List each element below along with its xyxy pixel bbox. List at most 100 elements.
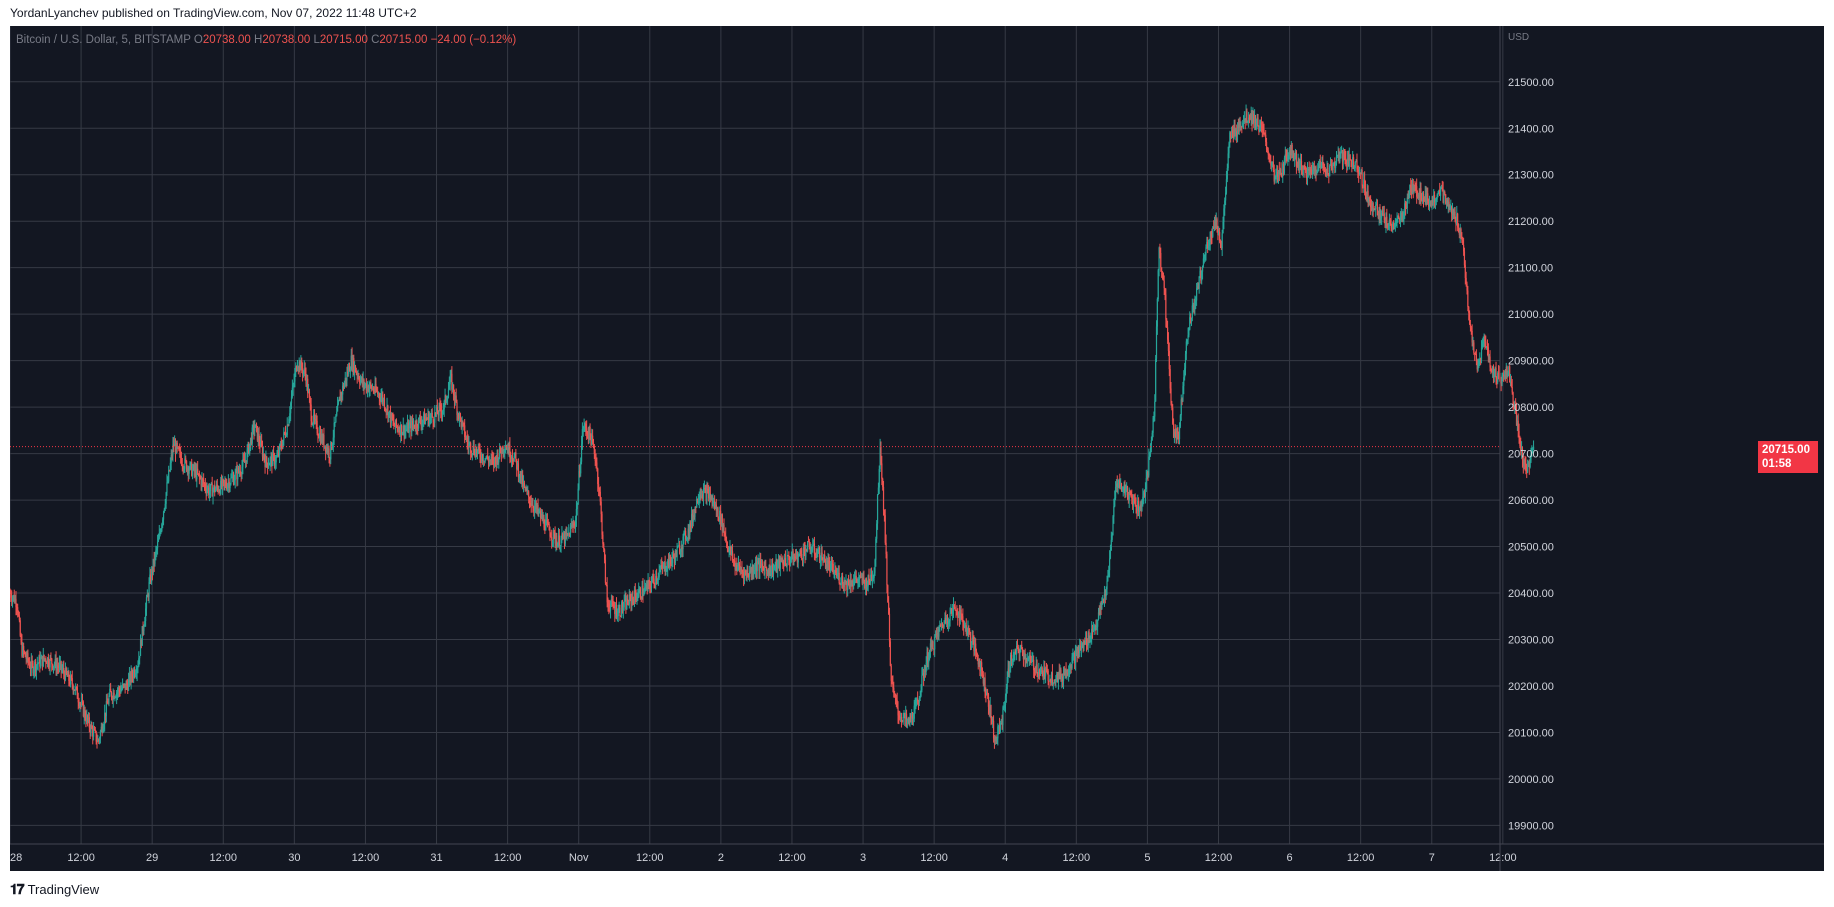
candle-body xyxy=(42,654,44,666)
candle-body xyxy=(954,606,956,610)
candle-body xyxy=(336,404,339,412)
candle-body xyxy=(214,488,217,492)
candle-body xyxy=(957,615,959,618)
candle-body xyxy=(52,666,55,669)
candle-body xyxy=(1120,483,1123,492)
candle-body xyxy=(25,656,27,660)
candle-body xyxy=(110,692,113,698)
candle-body xyxy=(661,565,663,567)
candle-body xyxy=(601,514,603,535)
candle-body xyxy=(1265,134,1267,142)
candle-body xyxy=(1414,184,1416,186)
candle-body xyxy=(170,455,172,463)
candle-body xyxy=(1439,187,1442,196)
candle-body xyxy=(403,425,405,437)
candle-body xyxy=(1260,122,1263,125)
candle-body xyxy=(430,413,433,417)
candle-body xyxy=(57,665,59,667)
candle-body xyxy=(867,575,869,587)
candle-body xyxy=(1310,169,1312,173)
candle-body xyxy=(635,595,637,601)
candle-body xyxy=(617,610,619,617)
candle-body xyxy=(1383,213,1385,220)
y-tick-label: 20300.00 xyxy=(1508,635,1554,647)
candle-body xyxy=(1066,673,1068,675)
candle-body xyxy=(1239,121,1241,128)
candle-body xyxy=(654,582,656,585)
candle-body xyxy=(722,524,724,531)
candle-body xyxy=(316,420,318,434)
candle-body xyxy=(338,397,340,402)
candle-body xyxy=(1120,483,1122,487)
candle-body xyxy=(454,395,456,401)
candle-body xyxy=(899,716,901,719)
candle-body xyxy=(1011,660,1013,664)
candle-body xyxy=(484,458,486,462)
candle-body xyxy=(689,522,691,536)
candle-body xyxy=(1272,161,1274,170)
candle-body xyxy=(1323,165,1325,170)
candle-body xyxy=(229,484,231,489)
candle-body xyxy=(1397,216,1399,220)
candle-body xyxy=(255,424,258,427)
candle-body xyxy=(1158,247,1160,271)
candle-body xyxy=(1482,341,1484,344)
candle-body xyxy=(1452,209,1454,216)
candle-body xyxy=(315,419,317,421)
candle-body xyxy=(907,717,909,720)
candle-body xyxy=(443,400,445,410)
candle-body xyxy=(1498,373,1501,378)
legend-high: 20738.00 xyxy=(262,34,311,46)
candle-body xyxy=(792,551,794,563)
candle-body xyxy=(913,705,915,719)
candle-body xyxy=(398,430,400,432)
candle-body xyxy=(734,560,736,570)
candle-body xyxy=(1496,378,1498,383)
candle-body xyxy=(340,392,342,401)
candle-body xyxy=(795,551,798,558)
candle-body xyxy=(411,420,413,432)
candle-body xyxy=(557,535,560,544)
candle-body xyxy=(202,478,204,480)
candle-body xyxy=(869,580,871,583)
candle-body xyxy=(873,572,875,578)
candle-body xyxy=(861,576,863,584)
candle-body xyxy=(1085,638,1087,645)
candle-body xyxy=(818,547,821,562)
candle-body xyxy=(832,563,834,574)
candle-body xyxy=(394,419,397,427)
candle-body xyxy=(1506,366,1508,376)
candle-body xyxy=(552,530,554,540)
candle-body xyxy=(1227,153,1229,169)
candle-body xyxy=(363,379,365,387)
candle-body xyxy=(1300,161,1302,164)
candle-body xyxy=(378,393,380,398)
chart-area[interactable]: 19900.00 20000.00 20100.00 20200.00 20300.00… xyxy=(10,26,1824,871)
candle-body xyxy=(1075,649,1077,651)
candle-body xyxy=(1288,154,1290,156)
candle-body xyxy=(28,661,30,664)
candles xyxy=(10,104,1535,749)
candle-body xyxy=(445,395,447,402)
candle-body xyxy=(919,695,921,698)
candle-body xyxy=(1337,154,1339,156)
candle-body xyxy=(1018,651,1020,654)
candle-body xyxy=(1167,339,1170,351)
candle-body xyxy=(895,697,897,700)
candle-body xyxy=(1521,448,1524,461)
candle-body xyxy=(1460,229,1462,238)
candle-body xyxy=(802,548,804,559)
candle-body xyxy=(205,488,207,493)
candle-body xyxy=(1058,671,1060,679)
candle-body xyxy=(233,480,235,485)
candlestick-chart[interactable]: 19900.0020000.0020100.0020200.0020300.00… xyxy=(10,26,1824,871)
candle-body xyxy=(238,471,241,473)
candle-body xyxy=(137,666,139,668)
candle-body xyxy=(788,555,790,561)
last-price-label: 20715.00 01:58 xyxy=(1758,440,1818,473)
candle-body xyxy=(634,590,636,596)
candle-body xyxy=(618,607,620,611)
candle-body xyxy=(906,719,909,721)
candle-body xyxy=(1442,189,1444,203)
candle-body xyxy=(1395,221,1397,227)
